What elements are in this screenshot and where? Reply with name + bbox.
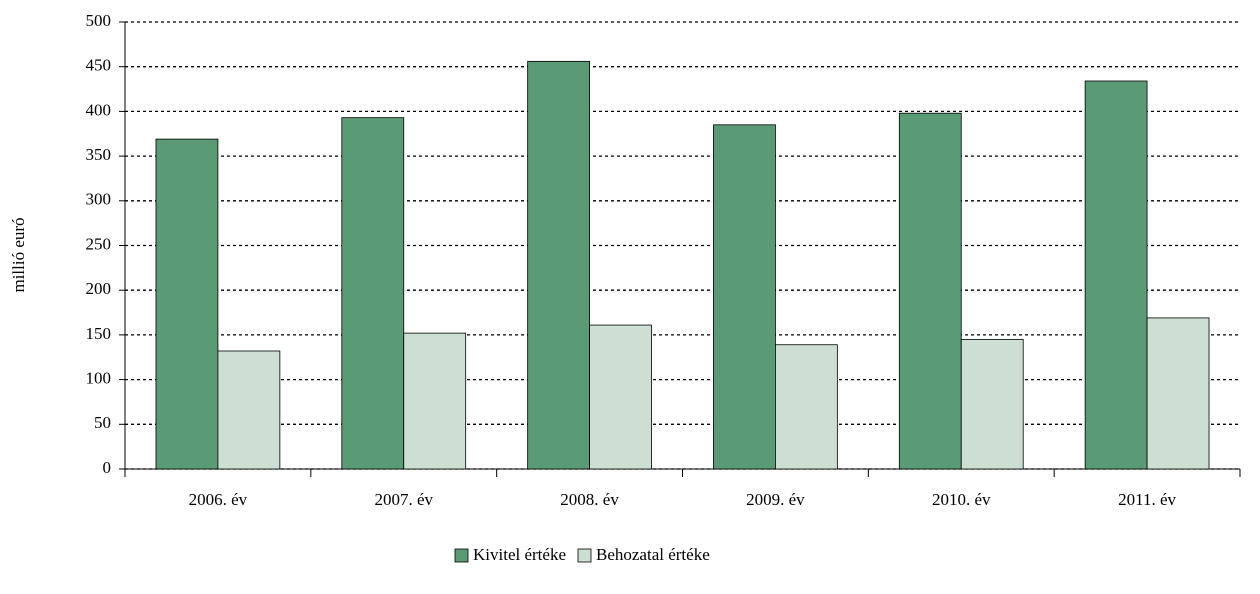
y-tick-label: 100 (86, 369, 112, 388)
legend-label: Kivitel értéke (473, 545, 566, 564)
bar (960, 338, 1024, 470)
y-tick-label: 50 (94, 413, 111, 432)
x-tick-label: 2011. év (1118, 490, 1176, 509)
bar (527, 60, 590, 470)
x-tick-label: 2006. év (189, 490, 248, 509)
x-tick-label: 2010. év (932, 490, 991, 509)
bar (1084, 80, 1148, 470)
x-tick-label: 2007. év (374, 490, 433, 509)
bar (217, 350, 281, 470)
legend-swatch (454, 548, 469, 563)
y-tick-label: 500 (86, 11, 112, 30)
y-tick-label: 0 (103, 458, 112, 477)
y-tick-label: 450 (86, 56, 112, 75)
x-tick-label: 2008. év (560, 490, 619, 509)
legend-label: Behozatal értéke (596, 545, 710, 564)
y-tick-label: 250 (86, 234, 112, 253)
y-tick-label: 200 (86, 279, 112, 298)
bar (898, 112, 962, 470)
legend-swatch (577, 548, 592, 563)
y-tick-label: 350 (86, 145, 112, 164)
bar (775, 344, 838, 470)
bar (403, 332, 467, 470)
bar (713, 124, 776, 470)
bar (341, 117, 405, 470)
y-tick-label: 300 (86, 190, 112, 209)
bar (589, 324, 652, 470)
x-tick-label: 2009. év (746, 490, 805, 509)
y-tick-label: 150 (86, 324, 112, 343)
bar (1146, 317, 1210, 470)
bar (155, 138, 219, 470)
y-tick-label: 400 (86, 100, 112, 119)
y-axis-label: millió euró (9, 217, 28, 292)
